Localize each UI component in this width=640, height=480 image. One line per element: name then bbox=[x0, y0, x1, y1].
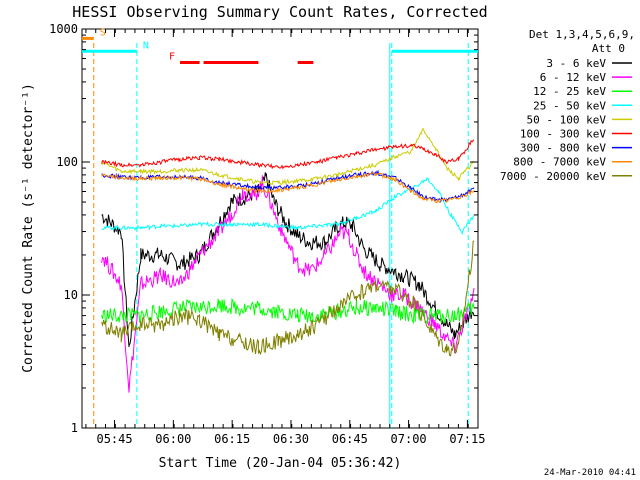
plot-area: S N F bbox=[81, 27, 479, 429]
x-tick-label: 05:45 bbox=[96, 432, 132, 446]
flag-bar-label: F bbox=[169, 51, 175, 62]
legend-entry-label: 300 - 800 keV bbox=[520, 142, 606, 155]
series-line bbox=[101, 240, 475, 357]
x-tick-label: 07:00 bbox=[391, 432, 427, 446]
series-line bbox=[101, 297, 475, 325]
x-tick-label: 06:15 bbox=[214, 432, 250, 446]
legend-entry-label: 800 - 7000 keV bbox=[513, 156, 606, 169]
series-line bbox=[101, 139, 475, 170]
legend-entry-label: 12 - 25 keV bbox=[533, 85, 606, 98]
y-tick-label: 10 bbox=[64, 288, 78, 302]
x-tick-label: 06:45 bbox=[332, 432, 368, 446]
footer-datestamp: 24-Mar-2010 04:41 bbox=[544, 468, 636, 478]
legend-entry-label: 100 - 300 keV bbox=[520, 128, 606, 141]
series-line bbox=[101, 127, 475, 186]
y-tick-label: 1 bbox=[71, 421, 78, 435]
series-line bbox=[101, 175, 475, 393]
y-axis: 1 10 100 1000 bbox=[49, 22, 478, 435]
legend-header-2: Att 0 bbox=[592, 42, 625, 55]
legend-entry-label: 3 - 6 keV bbox=[546, 57, 606, 70]
legend-entry-label: 25 - 50 keV bbox=[533, 99, 606, 112]
legend-entry-label: 6 - 12 keV bbox=[540, 71, 607, 84]
series-line bbox=[101, 172, 475, 348]
legend-entry-label: 50 - 100 keV bbox=[527, 113, 607, 126]
y-tick-label: 1000 bbox=[49, 22, 78, 36]
chart-title: HESSI Observing Summary Count Rates, Cor… bbox=[72, 3, 487, 21]
y-axis-label: Corrected Count Rate (s⁻¹ detector⁻¹) bbox=[21, 83, 36, 373]
x-tick-label: 06:00 bbox=[155, 432, 191, 446]
flag-bar-label: S bbox=[100, 27, 106, 38]
legend-entry-label: 7000 - 20000 keV bbox=[500, 170, 606, 183]
flag-bar-label: N bbox=[143, 40, 149, 51]
x-tick-label: 06:30 bbox=[273, 432, 309, 446]
x-tick-label: 07:15 bbox=[449, 432, 485, 446]
series-line bbox=[101, 171, 475, 204]
y-tick-label: 100 bbox=[56, 155, 78, 169]
x-axis-label: Start Time (20-Jan-04 05:36:42) bbox=[159, 456, 402, 471]
plot-frame bbox=[81, 28, 479, 429]
legend-header-1: Det 1,3,4,5,6,9, bbox=[529, 28, 635, 41]
x-axis: 05:45 06:00 06:15 06:30 06:45 07:00 07:15 bbox=[85, 29, 485, 446]
